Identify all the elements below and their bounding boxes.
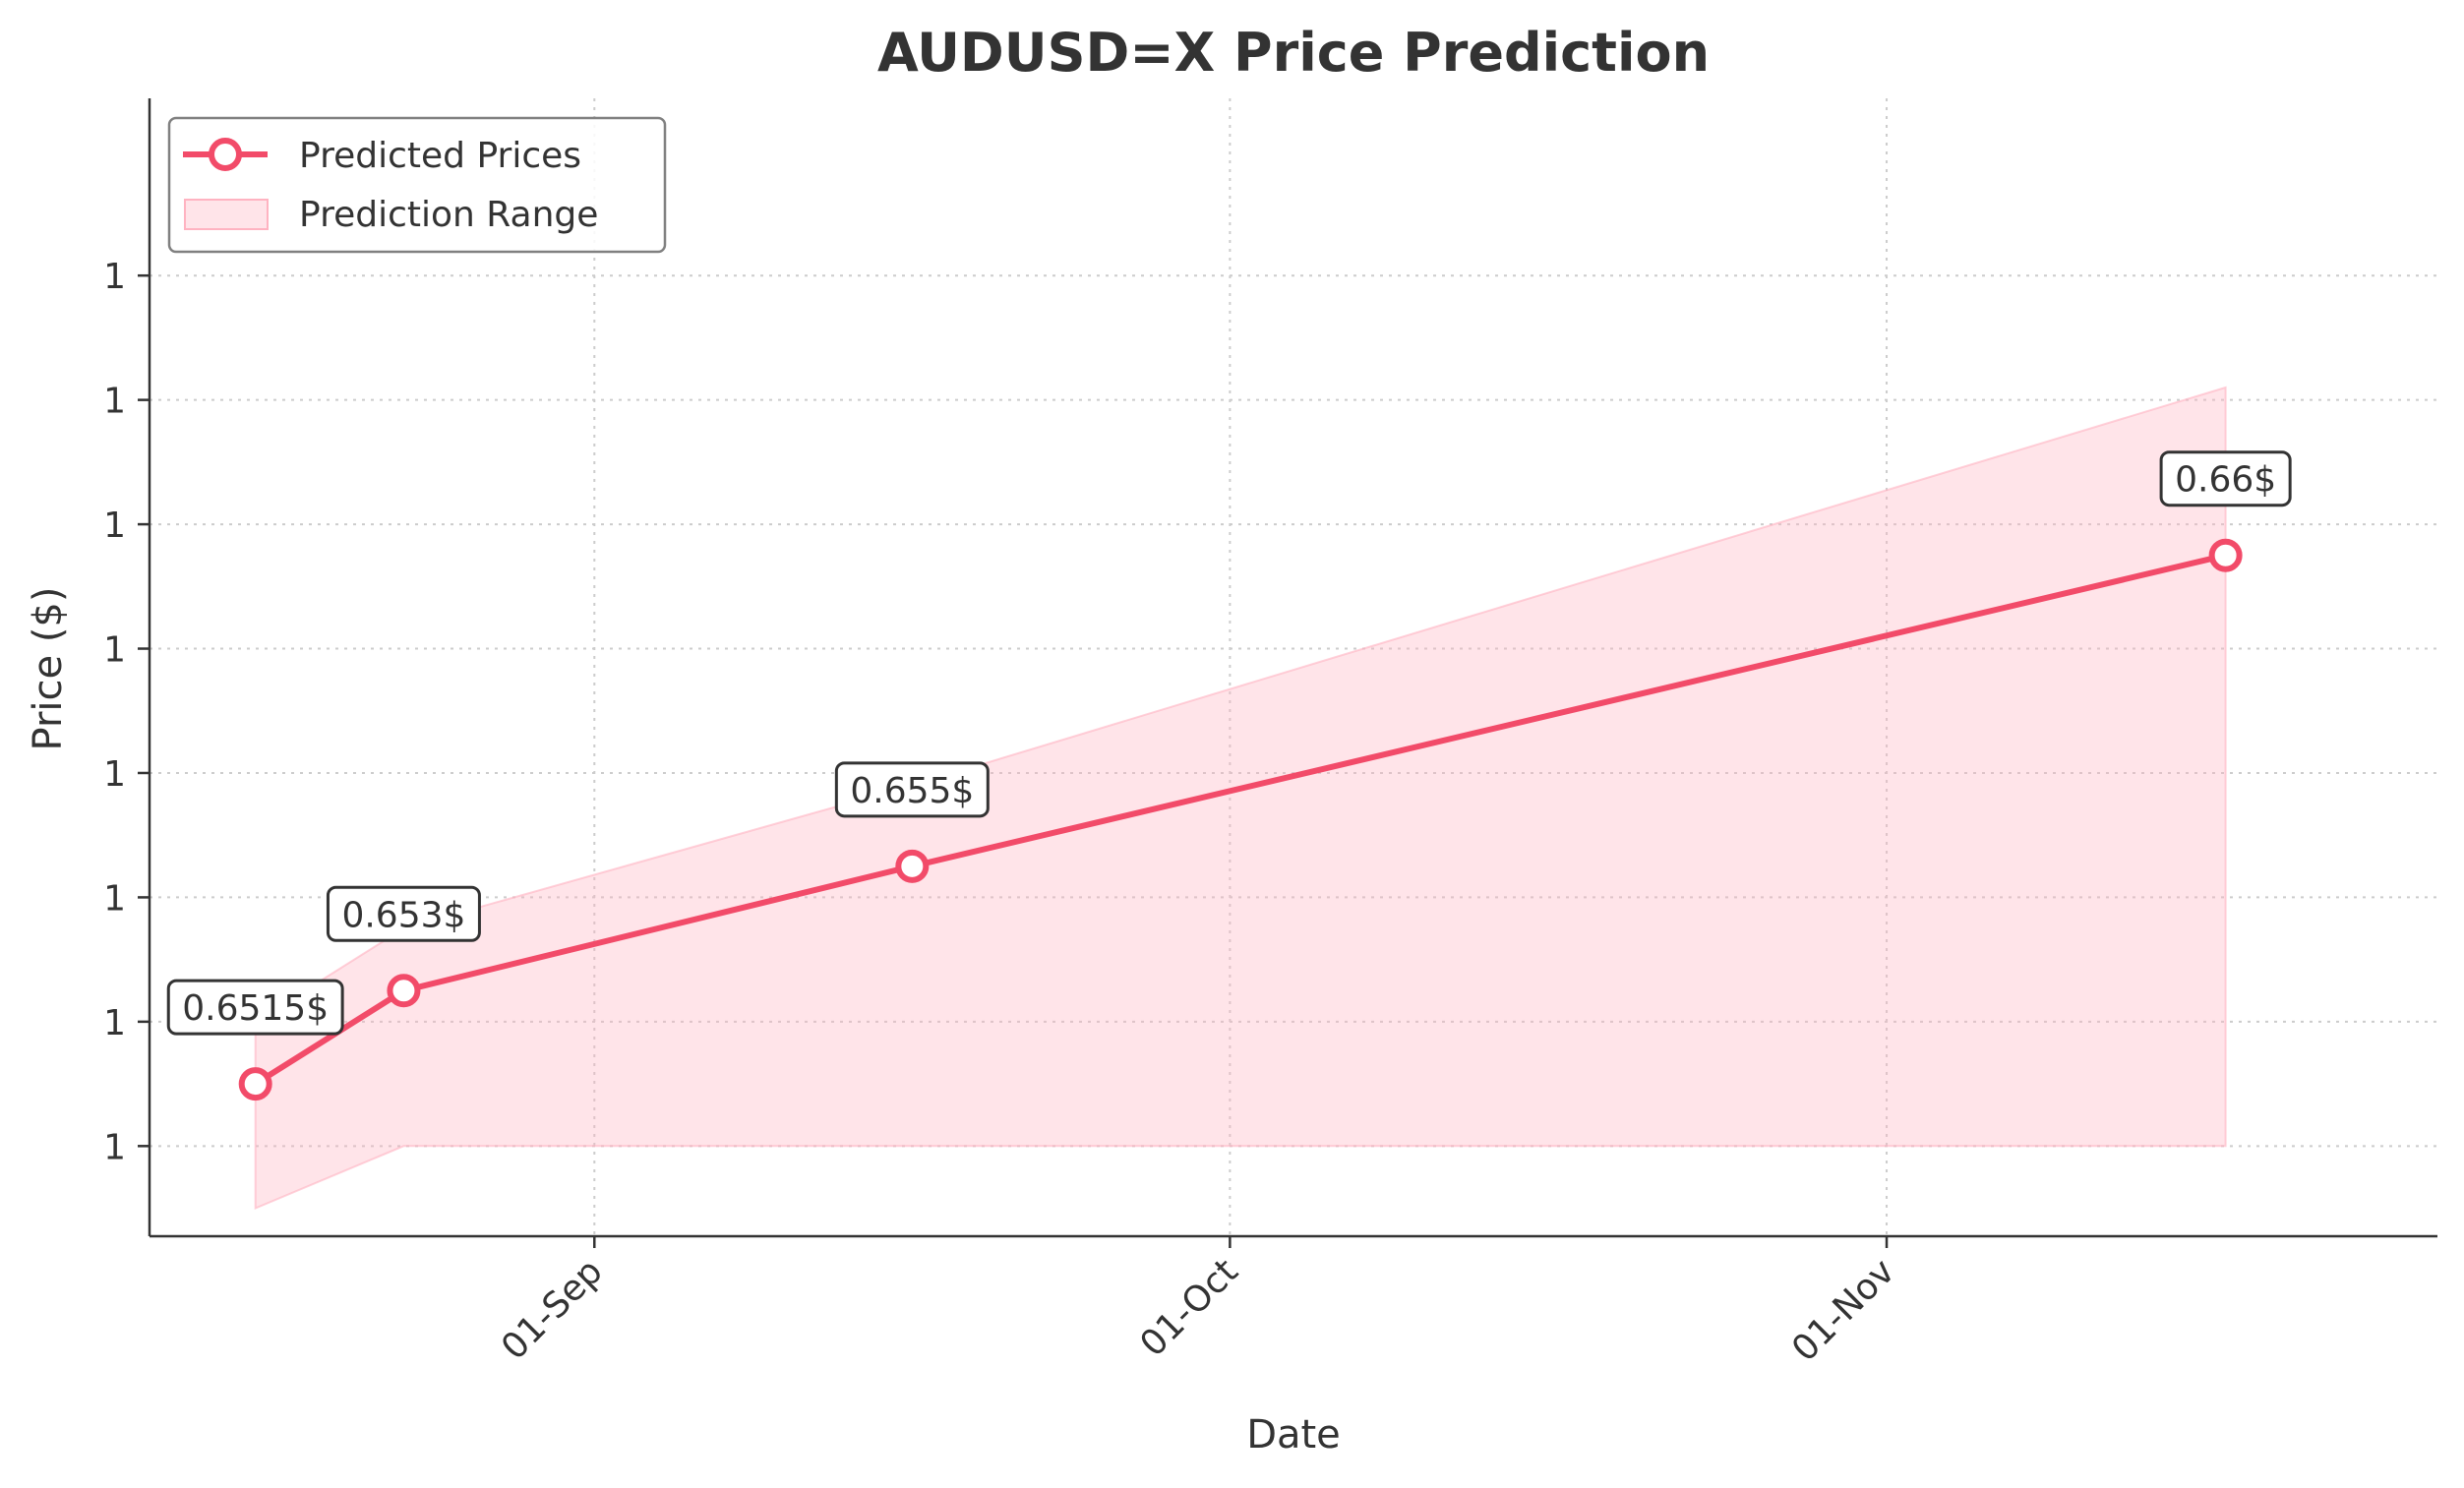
y-tick-label-6: 1 xyxy=(103,382,126,422)
data-label-1: 0.653$ xyxy=(326,885,481,942)
y-tick-label-2: 1 xyxy=(103,878,126,919)
predicted-prices-line xyxy=(252,552,2229,1088)
data-label-box xyxy=(2159,450,2292,507)
x-tick-label-1: 01-Oct xyxy=(1132,1251,1245,1364)
legend-label-range: Prediction Range xyxy=(299,195,598,235)
legend-marker-swatch xyxy=(209,138,242,171)
line-layer xyxy=(252,552,2229,1088)
data-label-0: 0.6515$ xyxy=(166,979,344,1036)
data-label-text: 0.655$ xyxy=(850,771,974,811)
data-label-3: 0.66$ xyxy=(2159,450,2292,507)
y-tick-label-1: 1 xyxy=(103,1003,126,1043)
data-label-box xyxy=(834,761,990,818)
x-tick-label-0: 01-Sep xyxy=(494,1251,611,1368)
data-label-box xyxy=(326,885,481,942)
y-tick-label-4: 1 xyxy=(103,630,126,671)
data-label-2: 0.655$ xyxy=(834,761,990,818)
prediction-range-band xyxy=(254,386,2227,1211)
y-tick-label-0: 1 xyxy=(103,1127,126,1167)
y-tick-label-7: 1 xyxy=(103,257,126,297)
y-tick-label-3: 1 xyxy=(103,754,126,795)
range-layer xyxy=(254,386,2227,1211)
data-point-0 xyxy=(238,1067,272,1101)
x-axis-label: Date xyxy=(1246,1412,1341,1458)
x-tick-label-2: 01-Nov xyxy=(1784,1251,1902,1369)
legend-frame xyxy=(167,116,667,254)
data-point-1 xyxy=(387,974,421,1008)
data-point-3 xyxy=(2208,538,2243,572)
legend: Predicted Prices Prediction Range xyxy=(167,116,667,254)
data-label-text: 0.66$ xyxy=(2175,460,2276,501)
legend-label-predicted: Predicted Prices xyxy=(299,136,581,176)
data-label-box xyxy=(166,979,344,1036)
chart-title: AUDUSD=X Price Prediction xyxy=(877,22,1710,84)
points-layer xyxy=(238,538,2243,1101)
legend-range-swatch xyxy=(184,199,269,230)
annotation-layer: 0.6515$ 0.653$ 0.655$ 0.66$ xyxy=(166,450,2292,1036)
data-label-text: 0.653$ xyxy=(341,895,465,935)
y-tick-label-5: 1 xyxy=(103,506,126,546)
data-point-2 xyxy=(895,849,930,883)
y-axis-label: Price ($) xyxy=(26,587,71,751)
data-label-text: 0.6515$ xyxy=(182,988,329,1029)
